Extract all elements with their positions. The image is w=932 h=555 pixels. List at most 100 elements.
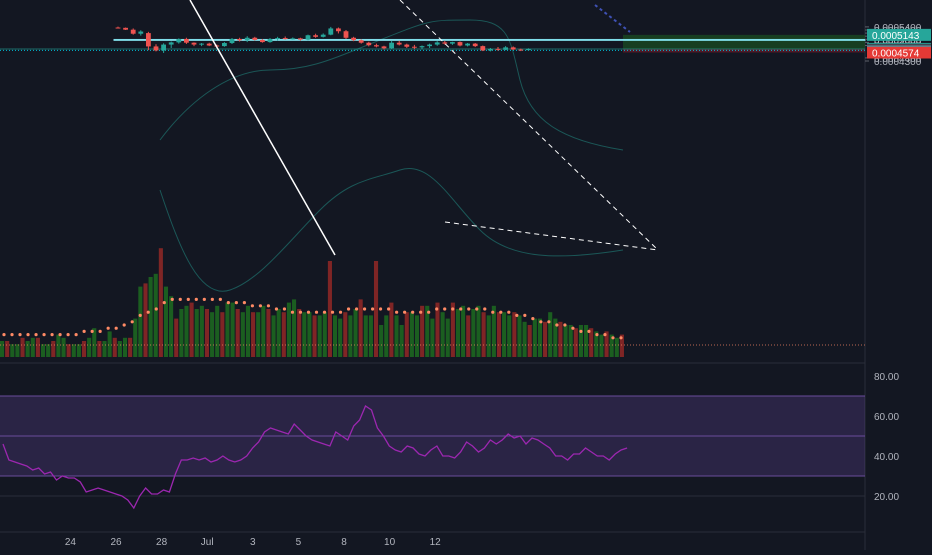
candle-body xyxy=(518,49,524,51)
candle-body xyxy=(168,42,174,45)
volume-bar xyxy=(307,312,312,357)
volume-ma-dot xyxy=(154,307,158,311)
volume-bar xyxy=(66,344,71,357)
volume-bar xyxy=(466,315,471,357)
volume-bar xyxy=(251,312,256,357)
volume-ma-dot xyxy=(202,297,206,301)
candle-body xyxy=(488,48,493,51)
volume-ma-dot xyxy=(266,304,271,308)
volume-bar xyxy=(537,318,543,357)
volume-bar xyxy=(435,302,440,357)
volume-bar xyxy=(87,337,92,357)
candle-body xyxy=(336,28,341,32)
candle-body xyxy=(450,42,455,44)
volume-ma-dot xyxy=(475,307,479,311)
volume-ma-dot xyxy=(322,310,327,314)
volume-bar xyxy=(174,318,179,357)
volume-ma-dot xyxy=(403,310,407,314)
candle-body xyxy=(465,43,470,46)
candle-body xyxy=(427,44,432,47)
time-tick-label: 3 xyxy=(250,537,256,548)
volume-bar xyxy=(476,305,481,357)
volume-ma-dot xyxy=(451,307,455,311)
volume-bar xyxy=(261,305,266,357)
candle-body xyxy=(123,27,128,30)
volume-ma-dot xyxy=(387,307,391,311)
volume-bar xyxy=(573,328,578,357)
volume-ma-dot xyxy=(274,307,279,311)
candle-body xyxy=(229,38,235,44)
price-label-box xyxy=(867,28,931,41)
volume-ma-dot xyxy=(539,320,543,324)
volume-bar xyxy=(194,309,199,357)
volume-ma-dot xyxy=(555,323,559,327)
volume-bar xyxy=(420,305,425,357)
volume-bar xyxy=(20,337,25,357)
candle-body xyxy=(176,38,182,43)
volume-bar xyxy=(532,318,537,357)
volume-ma-dot xyxy=(50,333,54,337)
volume-bar xyxy=(204,309,210,357)
volume-ma-dot xyxy=(258,304,263,308)
volume-bar xyxy=(491,305,496,357)
volume-bar xyxy=(389,302,394,357)
volume-bar xyxy=(35,337,40,357)
price-tick-label: 0.0005400 xyxy=(874,23,922,34)
volume-bar xyxy=(40,344,46,357)
time-tick-label: 26 xyxy=(110,537,122,548)
volume-bar xyxy=(56,334,61,357)
volume-bar xyxy=(584,325,589,357)
volume-bar xyxy=(455,309,461,357)
volume-bar xyxy=(153,273,158,357)
volume-ma-dot xyxy=(106,326,110,330)
volume-ma-dot xyxy=(619,336,623,340)
volume-ma-dot xyxy=(146,310,150,314)
volume-ma-dot xyxy=(26,333,30,337)
volume-bar xyxy=(169,296,174,357)
volume-bar xyxy=(297,309,302,357)
volume-bar xyxy=(481,312,486,357)
volume-ma-dot xyxy=(170,297,174,301)
volume-bar xyxy=(358,299,363,357)
bollinger-lower-line xyxy=(159,167,624,292)
volume-bar xyxy=(440,312,445,357)
volume-bar xyxy=(322,312,327,357)
volume-ma-dot xyxy=(162,301,166,305)
volume-bar xyxy=(527,325,532,357)
volume-bar xyxy=(71,344,76,357)
volume-ma-dot xyxy=(499,310,503,314)
price-tick-label: 0.0004300 xyxy=(874,57,922,68)
volume-ma-dot xyxy=(587,329,591,333)
time-tick-label: 10 xyxy=(384,537,396,548)
volume-bar xyxy=(502,312,507,357)
volume-bar xyxy=(158,248,163,357)
resistance-zone xyxy=(113,38,866,41)
candle-body xyxy=(442,42,448,44)
volume-bar xyxy=(548,312,553,357)
volume-bar xyxy=(10,344,15,357)
volume-ma-dot xyxy=(242,301,246,305)
time-tick-label: Jul xyxy=(201,537,214,548)
small-dashed-mark xyxy=(594,4,631,33)
volume-bar xyxy=(210,312,215,357)
volume-bar xyxy=(133,318,138,357)
volume-bar xyxy=(240,312,245,357)
candle-body xyxy=(298,38,303,40)
volume-ma-dot xyxy=(338,310,343,314)
volume-bar xyxy=(15,344,20,357)
volume-bar xyxy=(486,315,491,357)
volume-bar xyxy=(471,309,476,357)
volume-bar xyxy=(578,325,583,357)
volume-ma-dot xyxy=(603,333,607,337)
candle-body xyxy=(290,38,296,40)
volume-ma-dot xyxy=(443,307,447,311)
volume-bar xyxy=(379,325,384,357)
price-label-text: 0.0005143 xyxy=(872,31,920,42)
candle-body xyxy=(130,29,136,34)
candle-body xyxy=(374,45,379,47)
volume-bar xyxy=(25,341,30,357)
volume-bar xyxy=(363,315,368,357)
volume-bar xyxy=(353,309,358,357)
volume-bar xyxy=(317,315,322,357)
